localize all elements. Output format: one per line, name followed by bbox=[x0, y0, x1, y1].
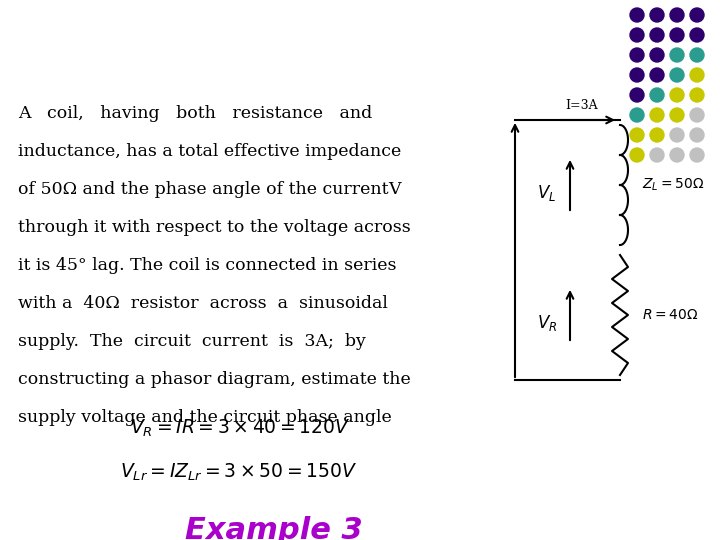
Circle shape bbox=[670, 108, 684, 122]
Circle shape bbox=[650, 88, 664, 102]
Circle shape bbox=[690, 68, 704, 82]
Circle shape bbox=[650, 128, 664, 142]
Circle shape bbox=[650, 28, 664, 42]
Circle shape bbox=[630, 148, 644, 162]
Text: $V_L$: $V_L$ bbox=[537, 183, 556, 203]
Circle shape bbox=[630, 8, 644, 22]
Circle shape bbox=[690, 128, 704, 142]
Circle shape bbox=[690, 108, 704, 122]
Circle shape bbox=[670, 48, 684, 62]
Circle shape bbox=[630, 128, 644, 142]
Text: constructing a phasor diagram, estimate the: constructing a phasor diagram, estimate … bbox=[18, 371, 410, 388]
Text: $Z_L=50\Omega$: $Z_L=50\Omega$ bbox=[642, 177, 704, 193]
Circle shape bbox=[650, 68, 664, 82]
Circle shape bbox=[630, 88, 644, 102]
Circle shape bbox=[630, 28, 644, 42]
Circle shape bbox=[670, 68, 684, 82]
Text: with a  40Ω  resistor  across  a  sinusoidal: with a 40Ω resistor across a sinusoidal bbox=[18, 295, 388, 312]
Text: $R=40\Omega$: $R=40\Omega$ bbox=[642, 308, 698, 322]
Text: supply voltage and the circuit phase angle: supply voltage and the circuit phase ang… bbox=[18, 409, 392, 426]
Text: of 50Ω and the phase angle of the current: of 50Ω and the phase angle of the curren… bbox=[18, 181, 389, 198]
Circle shape bbox=[690, 48, 704, 62]
Text: $V_{Lr} = IZ_{Lr} = 3\times50 = 150V$: $V_{Lr} = IZ_{Lr} = 3\times50 = 150V$ bbox=[120, 462, 357, 483]
Circle shape bbox=[690, 148, 704, 162]
Circle shape bbox=[650, 148, 664, 162]
Circle shape bbox=[670, 88, 684, 102]
Circle shape bbox=[690, 8, 704, 22]
Text: supply.  The  circuit  current  is  3A;  by: supply. The circuit current is 3A; by bbox=[18, 333, 366, 350]
Circle shape bbox=[690, 28, 704, 42]
Circle shape bbox=[630, 108, 644, 122]
Text: $V_R$: $V_R$ bbox=[537, 313, 557, 333]
Text: through it with respect to the voltage across: through it with respect to the voltage a… bbox=[18, 219, 410, 236]
Circle shape bbox=[690, 88, 704, 102]
Text: $V_R = IR = 3\times40 = 120V$: $V_R = IR = 3\times40 = 120V$ bbox=[130, 418, 351, 440]
Circle shape bbox=[630, 48, 644, 62]
Text: A   coil,   having   both   resistance   and: A coil, having both resistance and bbox=[18, 105, 372, 122]
Text: I=3A: I=3A bbox=[565, 99, 598, 112]
Circle shape bbox=[670, 8, 684, 22]
Circle shape bbox=[650, 8, 664, 22]
Circle shape bbox=[630, 68, 644, 82]
Text: inductance, has a total effective impedance: inductance, has a total effective impeda… bbox=[18, 143, 401, 160]
Text: V: V bbox=[388, 181, 400, 198]
Circle shape bbox=[650, 108, 664, 122]
Circle shape bbox=[670, 28, 684, 42]
Text: Example 3: Example 3 bbox=[185, 516, 362, 540]
Circle shape bbox=[650, 48, 664, 62]
Circle shape bbox=[670, 128, 684, 142]
Text: it is 45° lag. The coil is connected in series: it is 45° lag. The coil is connected in … bbox=[18, 257, 397, 274]
Circle shape bbox=[670, 148, 684, 162]
